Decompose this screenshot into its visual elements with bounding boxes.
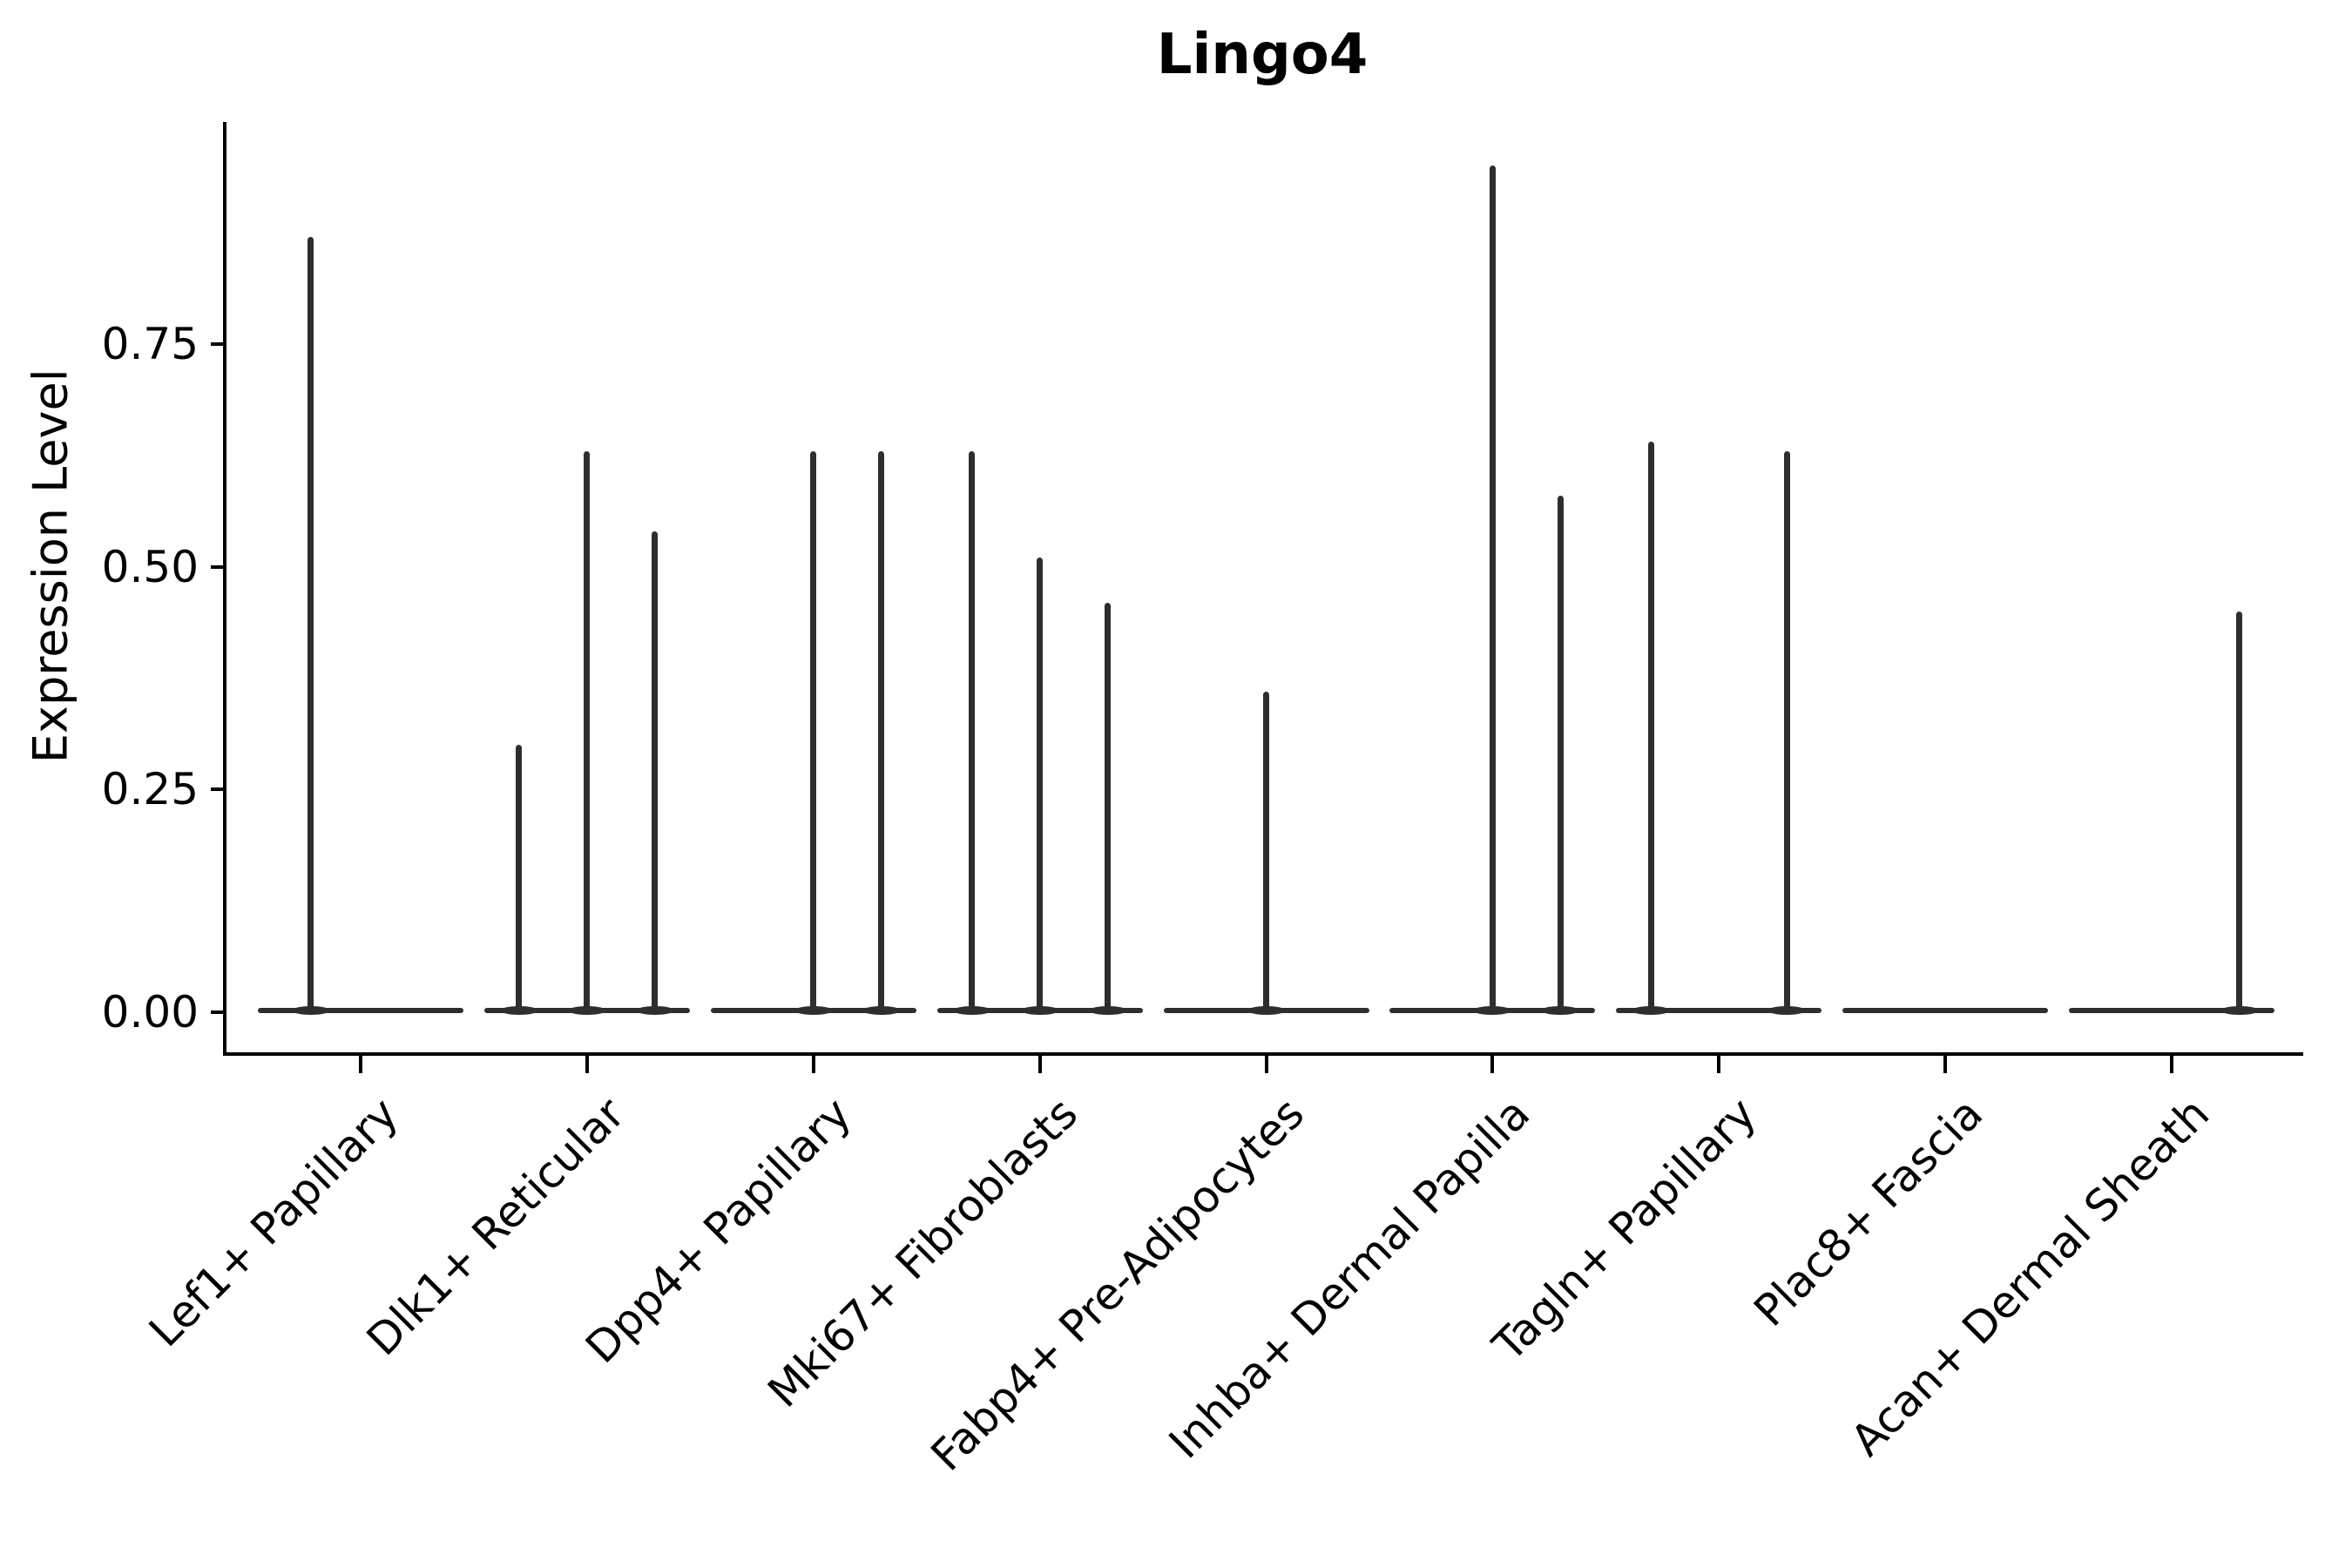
x-tick	[811, 1056, 815, 1073]
x-tick	[1717, 1056, 1721, 1073]
violin-spike	[1263, 691, 1269, 1013]
y-tick	[211, 787, 225, 792]
y-axis-spine	[223, 122, 226, 1056]
x-tick	[1490, 1056, 1495, 1073]
x-axis-spine	[223, 1052, 2303, 1056]
x-tick	[1943, 1056, 1948, 1073]
x-tick	[1264, 1056, 1268, 1073]
y-tick-label: 0.00	[101, 987, 199, 1037]
x-tick-label: Mki67+ Fibroblasts	[758, 1088, 1087, 1417]
y-tick	[211, 1010, 225, 1014]
violin-spike	[1489, 166, 1496, 1013]
violin-spike	[652, 531, 659, 1013]
violin-spike	[810, 450, 817, 1013]
violin-spike	[1105, 602, 1112, 1013]
violin-spike	[584, 450, 591, 1013]
y-tick-label: 0.50	[101, 541, 199, 592]
y-tick-label: 0.25	[101, 764, 199, 815]
violin-baseline	[2069, 1008, 2274, 1013]
violin-baseline	[1616, 1008, 1822, 1013]
violin-spike	[1037, 558, 1044, 1013]
x-tick-label: Tagln+ Papillary	[1484, 1088, 1767, 1371]
violin-baseline	[258, 1008, 463, 1013]
x-tick	[2170, 1056, 2173, 1073]
y-tick	[211, 564, 225, 569]
x-tick-label: Acan+ Dermal Sheath	[1841, 1088, 2220, 1466]
x-tick-label: Inhba+ Dermal Papilla	[1159, 1088, 1540, 1469]
violin-spike	[878, 450, 885, 1013]
chart-title: Lingo4	[1156, 23, 1369, 87]
x-tick-label: Fabp4+ Pre-Adipocytes	[921, 1088, 1314, 1481]
violin-spike	[1557, 495, 1564, 1013]
violin-baseline	[1842, 1008, 2049, 1013]
y-tick	[211, 341, 225, 346]
y-tick-label: 0.75	[101, 318, 199, 369]
violin-spike	[969, 450, 976, 1013]
x-tick-label: Plac8+ Fascia	[1744, 1088, 1993, 1336]
x-tick	[585, 1056, 589, 1073]
x-tick-label: Dlk1+ Reticular	[356, 1088, 635, 1366]
violin-spike	[1647, 442, 1654, 1013]
violin-spike	[2236, 611, 2243, 1013]
violin-spike	[1783, 450, 1790, 1013]
x-tick	[359, 1056, 362, 1073]
x-tick-label: Dpp4+ Papillary	[576, 1088, 861, 1374]
x-tick	[1037, 1056, 1042, 1073]
violin-spike	[308, 237, 314, 1013]
violin-spike	[516, 745, 523, 1013]
